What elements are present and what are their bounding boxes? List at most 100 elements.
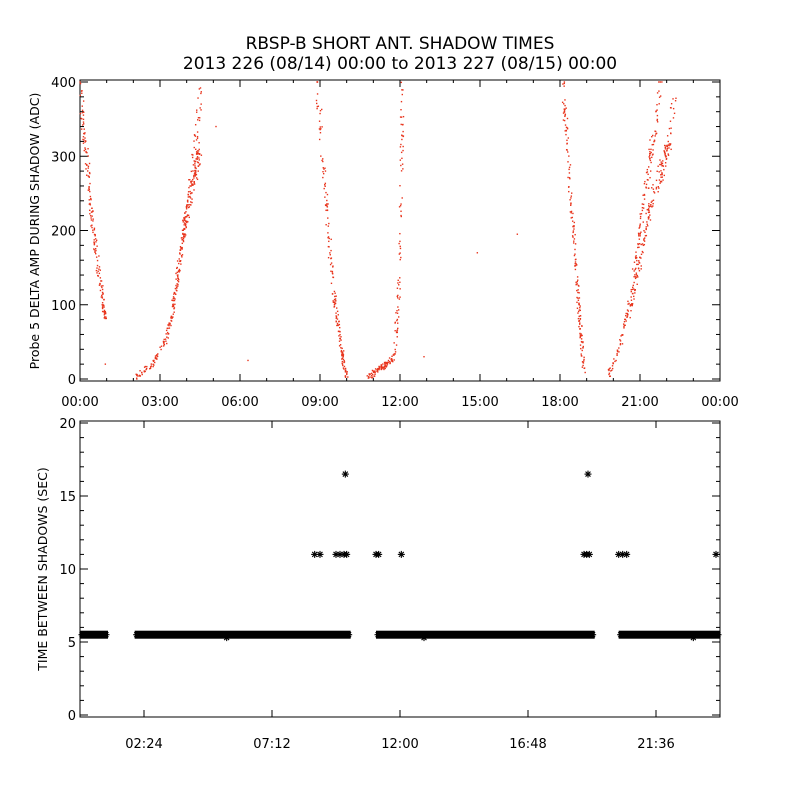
top-data-point xyxy=(581,366,584,368)
top-data-point xyxy=(578,320,580,322)
top-y-tick-label: 300 xyxy=(51,150,76,165)
top-data-point xyxy=(577,279,579,281)
top-data-point xyxy=(662,179,664,181)
top-data-point xyxy=(625,320,627,322)
top-data-point xyxy=(318,128,321,130)
top-data-point xyxy=(197,150,200,152)
top-data-point xyxy=(185,223,187,226)
top-data-point xyxy=(193,140,195,142)
top-data-point xyxy=(400,203,402,205)
top-data-point xyxy=(575,281,577,284)
top-data-point xyxy=(374,371,376,374)
top-data-point xyxy=(653,192,656,194)
top-data-point xyxy=(399,252,401,254)
top-data-point xyxy=(90,198,92,201)
top-data-point xyxy=(566,117,569,120)
top-data-point xyxy=(642,251,644,254)
top-data-point xyxy=(640,231,642,233)
top-data-point xyxy=(181,246,183,249)
top-data-point xyxy=(572,231,574,234)
top-data-point xyxy=(562,112,565,114)
top-data-point xyxy=(669,107,672,109)
top-data-point xyxy=(387,361,389,364)
top-data-point xyxy=(624,318,626,321)
top-data-point xyxy=(663,168,665,171)
top-data-point xyxy=(197,117,200,119)
top-data-point-isolated xyxy=(476,252,479,254)
top-data-point xyxy=(341,354,343,357)
top-data-point xyxy=(171,305,174,308)
top-data-point xyxy=(622,323,625,325)
top-data-point xyxy=(189,203,191,206)
bottom-x-tick-label: 07:12 xyxy=(253,737,290,752)
top-x-tick-label: 03:00 xyxy=(141,395,178,410)
top-chart-points xyxy=(79,81,677,380)
top-data-point xyxy=(578,303,580,305)
top-data-point xyxy=(384,365,387,367)
top-data-point xyxy=(85,168,87,170)
top-data-point xyxy=(564,104,566,107)
top-data-point xyxy=(659,163,661,166)
top-data-point xyxy=(613,358,615,360)
top-data-point xyxy=(633,288,635,290)
top-data-point xyxy=(616,350,619,353)
top-data-point xyxy=(648,148,650,151)
top-data-point xyxy=(634,292,636,294)
top-data-point xyxy=(394,351,397,353)
top-data-point xyxy=(186,221,188,224)
top-data-point xyxy=(665,157,668,160)
top-data-point xyxy=(149,367,152,370)
top-data-point xyxy=(402,115,405,118)
top-data-point xyxy=(641,203,644,205)
top-data-point xyxy=(666,135,669,137)
top-x-tick-label: 18:00 xyxy=(541,395,578,410)
top-data-point xyxy=(653,191,655,193)
top-data-point xyxy=(640,268,642,270)
bottom-x-tick-label: 02:24 xyxy=(125,737,162,752)
top-data-point xyxy=(95,241,97,243)
top-data-point xyxy=(101,304,103,306)
top-data-point xyxy=(565,107,567,109)
top-data-point xyxy=(660,163,662,166)
top-data-point xyxy=(316,102,318,105)
top-data-point xyxy=(79,81,81,83)
top-data-point xyxy=(634,277,637,280)
top-data-point xyxy=(656,121,659,123)
top-data-point xyxy=(163,343,165,345)
top-data-point xyxy=(194,175,196,177)
top-data-point xyxy=(183,227,185,230)
top-data-point xyxy=(643,198,646,200)
top-data-point xyxy=(400,123,402,126)
top-data-point xyxy=(388,357,391,359)
top-data-point xyxy=(170,324,172,327)
top-data-point xyxy=(380,364,382,366)
top-data-point xyxy=(346,372,348,374)
top-data-point xyxy=(574,261,577,263)
top-data-point xyxy=(179,252,181,254)
top-data-point xyxy=(342,364,344,367)
top-data-point xyxy=(183,217,186,219)
top-data-point xyxy=(645,226,647,228)
top-data-point xyxy=(81,109,84,112)
top-data-point xyxy=(623,327,625,329)
top-data-point xyxy=(647,166,650,168)
top-data-point xyxy=(660,170,662,172)
top-data-point xyxy=(637,243,639,245)
top-data-point xyxy=(674,100,677,102)
top-data-point xyxy=(100,280,103,282)
top-data-point xyxy=(104,317,106,320)
top-data-point xyxy=(382,367,384,369)
top-data-point xyxy=(396,287,399,289)
top-data-point xyxy=(171,304,174,306)
top-data-point xyxy=(579,328,581,330)
top-data-point xyxy=(566,149,568,151)
top-data-point xyxy=(401,93,404,96)
top-data-point xyxy=(584,371,586,374)
top-data-point xyxy=(185,226,187,228)
top-data-point xyxy=(576,301,578,304)
top-data-point xyxy=(190,204,192,206)
top-data-point xyxy=(628,302,630,305)
top-data-point xyxy=(174,287,177,290)
top-data-point xyxy=(370,374,373,377)
top-data-point xyxy=(338,335,340,337)
